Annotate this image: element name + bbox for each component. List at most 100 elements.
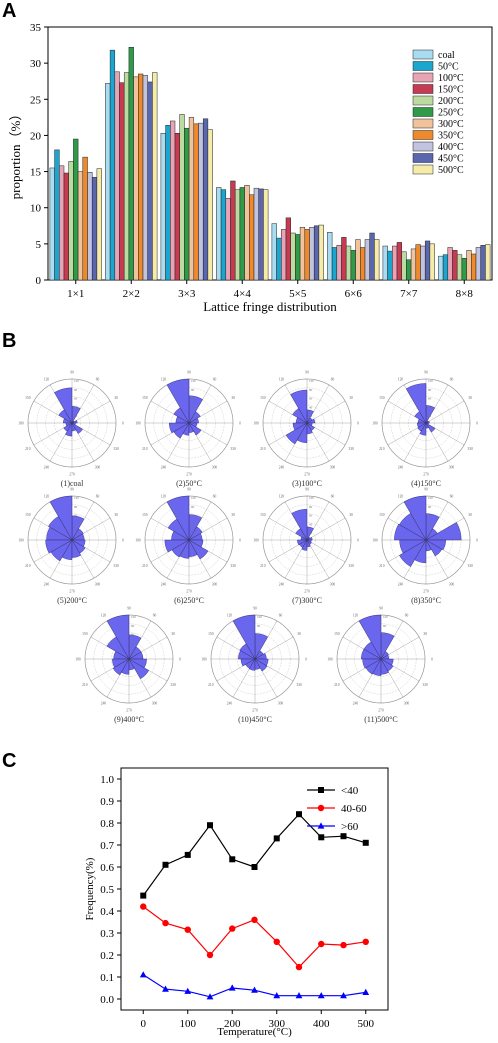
- bar: [142, 75, 148, 281]
- spoke: [49, 384, 73, 424]
- bar: [475, 247, 481, 281]
- spoke: [150, 422, 190, 446]
- legend-swatch: [412, 118, 434, 129]
- bar: [202, 118, 209, 281]
- angle-tick-label: 0: [179, 658, 181, 662]
- legend-swatch: [412, 84, 434, 94]
- angle-tick-label: 270: [186, 590, 192, 594]
- radial-tick-label: 40: [428, 522, 432, 526]
- angle-tick-label: 210: [82, 683, 88, 687]
- legend-label: 40-60: [341, 803, 367, 815]
- spoke: [71, 400, 111, 424]
- angle-tick-label: 90: [253, 607, 257, 611]
- data-point: [184, 926, 191, 933]
- spoke: [380, 620, 404, 660]
- radial-tick-label: 20: [428, 531, 432, 535]
- angle-tick-label: 90: [424, 371, 428, 375]
- angle-tick-label: 210: [25, 447, 31, 451]
- bar: [461, 258, 467, 281]
- radial-tick-label: 80: [191, 505, 195, 509]
- spoke: [380, 636, 420, 660]
- data-point: [162, 919, 169, 927]
- angle-tick-label: 0: [239, 539, 241, 543]
- rose-plot: 0 30 60 90 120 150 180 210 240 270 300 330 20 40 60 80 1…: [372, 371, 478, 489]
- bar: [91, 177, 98, 281]
- angle-tick-label: 0: [431, 658, 433, 662]
- angle-tick-label: 120: [279, 377, 285, 381]
- spoke: [425, 384, 449, 424]
- y-tick-label: 30: [30, 58, 42, 70]
- data-point: [318, 940, 325, 948]
- y-axis-label: Frequency(%): [84, 857, 96, 920]
- legend-swatch: [412, 49, 434, 60]
- angle-tick-label: 30: [297, 632, 301, 636]
- radial-tick-label: 20: [74, 414, 78, 418]
- y-tick-label: 1.0: [100, 774, 114, 786]
- angle-tick-label: 240: [101, 702, 107, 706]
- angle-tick-label: 60: [405, 613, 409, 617]
- rose-label: (6)250°C: [174, 596, 204, 605]
- data-point: [139, 971, 147, 978]
- data-point: [273, 938, 280, 945]
- spoke: [188, 400, 228, 424]
- bar: [59, 165, 65, 281]
- radial-tick-label: 100: [191, 496, 196, 500]
- radial-tick-label: 20: [309, 414, 313, 418]
- angle-tick-label: 60: [331, 494, 335, 498]
- rose-label: (2)50°C: [176, 479, 202, 488]
- angle-tick-label: 120: [227, 613, 233, 617]
- bar-chart: 0 5 10 15 20 25 30 35 1×1 2×2 3×3 4×4 5×5 6×6 7×7 8×8 La…: [8, 22, 493, 314]
- spoke: [150, 539, 190, 563]
- spoke: [403, 384, 427, 424]
- bar: [327, 232, 333, 281]
- rose-label: (7)300°C: [292, 596, 322, 605]
- bar: [225, 198, 231, 281]
- spoke: [403, 501, 427, 541]
- angle-tick-label: 90: [70, 488, 74, 492]
- line-chart: 0.0 0.1 0.2 0.3 0.4 0.5 0.6 0.7 0.8 0.9 1.0 0 100 200…: [84, 767, 389, 1038]
- rose-label: (8)350°C: [411, 596, 441, 605]
- angle-tick-label: 330: [296, 683, 302, 687]
- bar: [96, 168, 102, 281]
- angle-tick-label: 90: [70, 371, 74, 375]
- spoke: [358, 620, 382, 660]
- legend-marker: [317, 804, 325, 812]
- data-point: [229, 925, 236, 932]
- spoke: [387, 400, 427, 424]
- radial-tick-label: 60: [383, 633, 387, 637]
- bar: [401, 251, 407, 281]
- rose-label: (4)150°C: [411, 479, 441, 488]
- x-tick-label: 5×5: [289, 288, 307, 300]
- legend-label: coal: [438, 50, 455, 61]
- spoke: [188, 517, 228, 541]
- legend-swatch: [412, 95, 434, 106]
- bar: [355, 239, 361, 281]
- angle-tick-label: 120: [398, 494, 404, 498]
- radial-tick-label: 80: [131, 624, 135, 628]
- spoke: [90, 636, 130, 660]
- bar: [244, 185, 250, 281]
- spoke: [306, 422, 330, 462]
- bar: [276, 237, 282, 281]
- spoke: [380, 658, 404, 698]
- angle-tick-label: 0: [122, 539, 124, 543]
- spoke: [425, 517, 465, 541]
- radial-tick-label: 40: [257, 641, 261, 645]
- rose-plot: 0 30 60 90 120 150 180 210 240 270 300 330 20 40 60 80 1…: [18, 488, 124, 606]
- panel-c: C 0.0 0.1 0.2 0.3 0.4 0.5 0.6 0.7 0.8 0.9 1.0 0 100 2…: [0, 750, 498, 1038]
- bar: [364, 239, 370, 281]
- spoke: [33, 517, 73, 541]
- bar: [410, 248, 417, 281]
- y-tick-label: 0.8: [100, 818, 114, 830]
- x-tick-label: 7×7: [400, 288, 418, 300]
- angle-tick-label: 210: [142, 447, 148, 451]
- angle-tick-label: 150: [208, 632, 214, 636]
- bar: [456, 254, 463, 281]
- radial-tick-label: 20: [131, 650, 135, 654]
- legend-swatch: [412, 72, 434, 83]
- bar: [341, 237, 347, 281]
- spoke: [232, 658, 256, 698]
- spoke: [306, 422, 346, 446]
- spoke: [254, 658, 278, 698]
- rose-plot: 0 30 60 90 120 150 180 210 240 270 300 330 20 40 60 80 1…: [135, 488, 241, 606]
